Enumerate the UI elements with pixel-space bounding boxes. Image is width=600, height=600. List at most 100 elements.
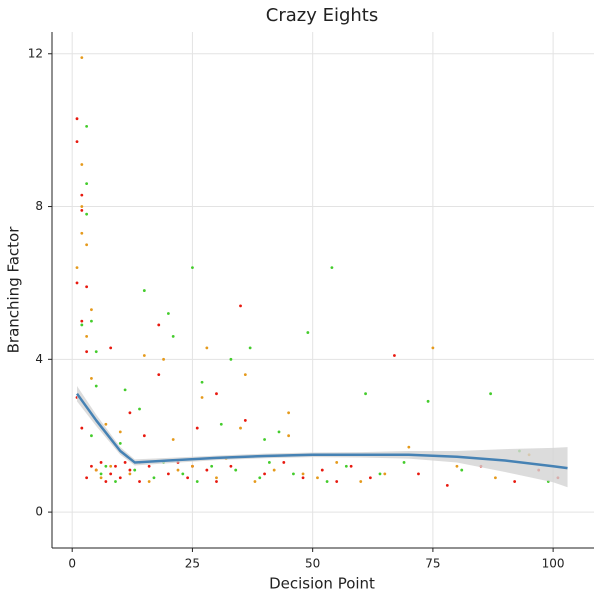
point xyxy=(133,468,137,472)
point xyxy=(325,480,329,483)
point xyxy=(272,468,276,472)
point xyxy=(243,373,247,376)
point xyxy=(85,350,89,354)
point xyxy=(80,193,84,197)
point xyxy=(99,461,103,464)
point xyxy=(75,266,79,270)
point xyxy=(215,392,218,396)
point xyxy=(316,476,319,480)
point xyxy=(85,476,89,480)
point xyxy=(229,464,233,468)
point xyxy=(147,464,151,468)
point xyxy=(80,208,84,212)
point xyxy=(94,384,98,388)
point xyxy=(123,461,127,464)
point xyxy=(200,380,204,384)
point xyxy=(215,476,218,480)
x-tick-label: 75 xyxy=(425,557,440,571)
point xyxy=(138,407,141,411)
point xyxy=(186,476,190,480)
point xyxy=(378,472,382,476)
point xyxy=(104,422,108,426)
point xyxy=(99,472,103,476)
point xyxy=(94,468,98,472)
point xyxy=(494,476,497,480)
point xyxy=(123,388,127,392)
point xyxy=(364,392,367,396)
point xyxy=(277,430,281,434)
point xyxy=(292,472,295,476)
point xyxy=(166,472,170,476)
point xyxy=(335,480,339,483)
point xyxy=(157,323,161,327)
point xyxy=(258,476,262,480)
point xyxy=(80,323,84,327)
point xyxy=(402,461,406,464)
point xyxy=(171,438,175,441)
point xyxy=(205,346,209,350)
point xyxy=(191,464,194,468)
point xyxy=(195,426,199,430)
point xyxy=(263,438,266,441)
point xyxy=(75,117,79,121)
point xyxy=(445,483,449,487)
point xyxy=(142,354,146,357)
point xyxy=(75,140,79,144)
point xyxy=(80,205,84,208)
point xyxy=(215,480,218,483)
point xyxy=(171,335,175,338)
point xyxy=(109,346,113,350)
y-tick-label: 12 xyxy=(28,46,43,60)
point xyxy=(90,308,93,312)
point xyxy=(359,480,363,483)
y-tick-label: 8 xyxy=(35,199,43,213)
point xyxy=(80,426,84,430)
x-tick-label: 50 xyxy=(305,557,320,571)
point xyxy=(243,419,247,422)
point xyxy=(287,411,291,415)
point xyxy=(335,461,339,464)
point xyxy=(166,312,170,315)
point xyxy=(407,445,411,449)
point xyxy=(426,399,430,403)
point xyxy=(90,434,93,438)
point xyxy=(200,396,204,399)
point xyxy=(383,472,387,476)
point xyxy=(109,472,113,476)
point xyxy=(85,335,89,338)
point xyxy=(85,124,89,128)
point xyxy=(282,461,286,464)
point xyxy=(85,212,89,216)
point xyxy=(263,472,266,476)
point xyxy=(513,480,517,483)
point xyxy=(85,243,89,247)
point xyxy=(344,464,348,468)
point xyxy=(301,476,305,480)
point xyxy=(239,426,242,430)
chart-title: Crazy Eights xyxy=(266,5,378,26)
point xyxy=(239,304,242,308)
smooth-line xyxy=(75,392,568,470)
x-tick-label: 0 xyxy=(68,557,76,571)
point xyxy=(118,476,122,480)
y-axis-title: Branching Factor xyxy=(5,226,23,354)
point xyxy=(460,468,464,472)
point xyxy=(128,468,132,472)
point xyxy=(90,377,93,380)
point xyxy=(176,468,180,472)
point xyxy=(118,430,122,434)
point xyxy=(80,163,84,166)
point xyxy=(99,476,103,480)
point xyxy=(118,441,122,445)
point xyxy=(90,319,93,323)
point xyxy=(287,434,291,438)
x-tick-label: 25 xyxy=(185,557,200,571)
point xyxy=(109,464,113,468)
point xyxy=(104,464,108,468)
point xyxy=(417,472,420,476)
point xyxy=(147,480,151,483)
point xyxy=(195,480,199,483)
point xyxy=(138,480,141,483)
point xyxy=(142,434,146,438)
